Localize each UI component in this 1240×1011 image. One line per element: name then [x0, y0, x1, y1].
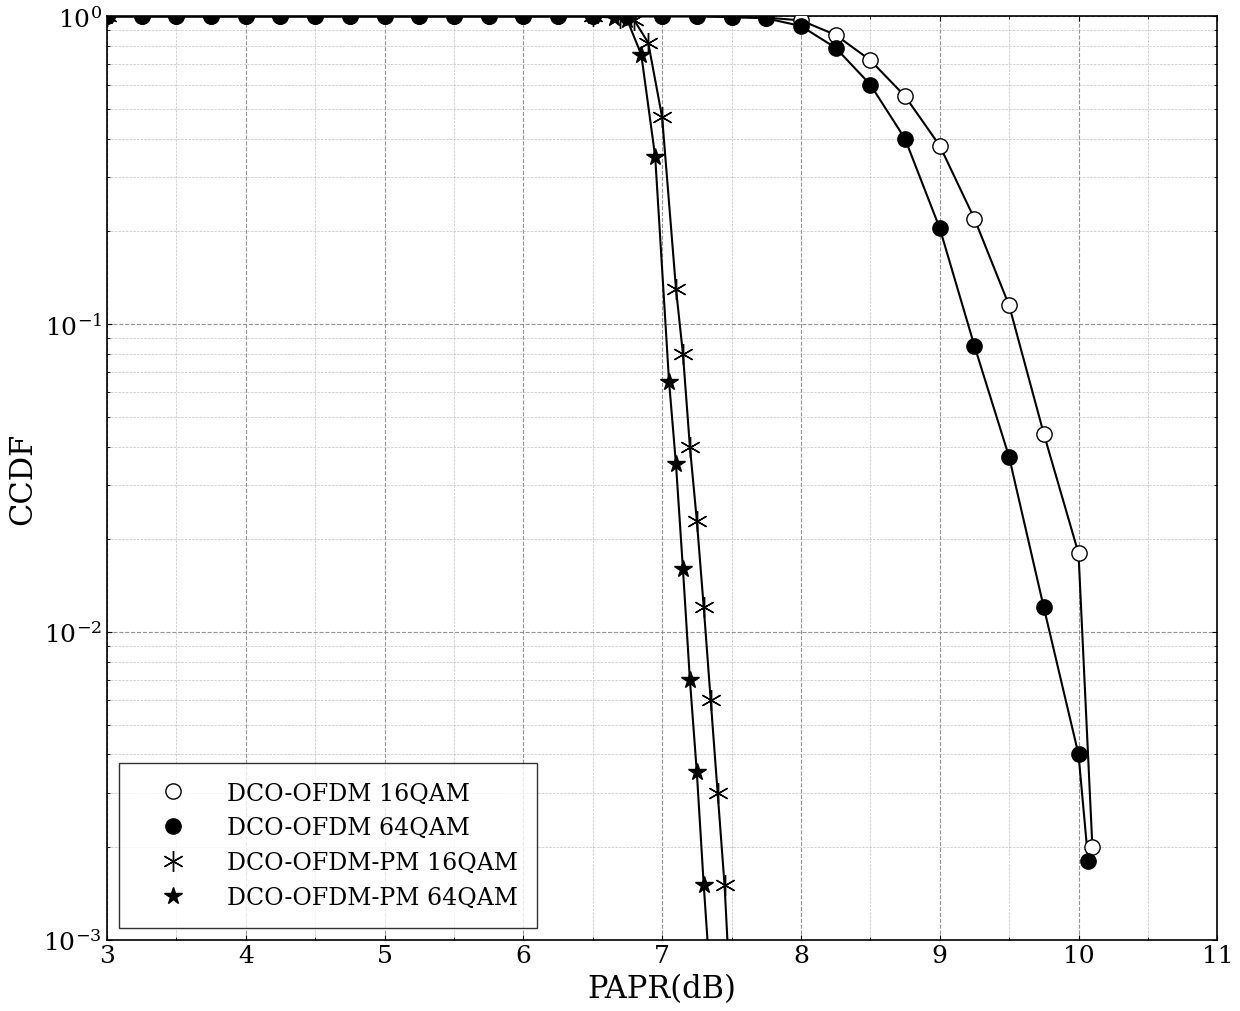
DCO-OFDM 64QAM	[273, 11, 288, 23]
DCO-OFDM 64QAM	[342, 11, 357, 23]
DCO-OFDM 64QAM	[99, 11, 114, 23]
DCO-OFDM 64QAM	[620, 11, 635, 23]
DCO-OFDM 16QAM	[585, 11, 600, 23]
Legend: DCO-OFDM 16QAM, DCO-OFDM 64QAM, DCO-OFDM-PM 16QAM, DCO-OFDM-PM 64QAM: DCO-OFDM 16QAM, DCO-OFDM 64QAM, DCO-OFDM…	[119, 763, 537, 928]
DCO-OFDM 64QAM	[516, 11, 531, 23]
DCO-OFDM-PM 16QAM	[613, 12, 627, 24]
DCO-OFDM-PM 16QAM	[697, 602, 712, 614]
DCO-OFDM 16QAM	[655, 11, 670, 23]
DCO-OFDM-PM 64QAM	[689, 766, 704, 778]
Y-axis label: CCDF: CCDF	[7, 433, 38, 525]
DCO-OFDM-PM 16QAM	[585, 11, 600, 23]
DCO-OFDM-PM 64QAM	[662, 376, 677, 388]
DCO-OFDM 16QAM	[377, 11, 392, 23]
DCO-OFDM 64QAM	[134, 11, 149, 23]
DCO-OFDM-PM 16QAM	[668, 284, 683, 296]
DCO-OFDM 16QAM	[516, 11, 531, 23]
DCO-OFDM 16QAM	[1002, 300, 1017, 312]
DCO-OFDM 16QAM	[551, 11, 565, 23]
DCO-OFDM 16QAM	[932, 141, 947, 153]
DCO-OFDM 64QAM	[689, 11, 704, 23]
DCO-OFDM 16QAM	[828, 29, 843, 41]
DCO-OFDM-PM 16QAM	[676, 349, 691, 361]
DCO-OFDM 16QAM	[169, 11, 184, 23]
DCO-OFDM-PM 16QAM	[703, 695, 718, 707]
DCO-OFDM-PM 16QAM	[682, 441, 697, 453]
DCO-OFDM-PM 64QAM	[676, 563, 691, 575]
DCO-OFDM 64QAM	[412, 11, 427, 23]
DCO-OFDM 64QAM	[828, 42, 843, 55]
DCO-OFDM 16QAM	[1085, 841, 1100, 853]
DCO-OFDM-PM 16QAM	[655, 112, 670, 124]
DCO-OFDM-PM 64QAM	[634, 50, 649, 62]
DCO-OFDM 16QAM	[1071, 548, 1086, 560]
DCO-OFDM-PM 64QAM	[620, 15, 635, 27]
DCO-OFDM 64QAM	[655, 11, 670, 23]
DCO-OFDM-PM 64QAM	[697, 880, 712, 892]
DCO-OFDM 16QAM	[898, 91, 913, 103]
DCO-OFDM-PM 64QAM	[585, 11, 600, 23]
DCO-OFDM 64QAM	[898, 133, 913, 146]
DCO-OFDM-PM 64QAM	[606, 12, 621, 24]
DCO-OFDM 16QAM	[99, 11, 114, 23]
DCO-OFDM 64QAM	[759, 13, 774, 25]
DCO-OFDM 16QAM	[134, 11, 149, 23]
DCO-OFDM 16QAM	[759, 12, 774, 24]
DCO-OFDM-PM 64QAM	[647, 152, 662, 164]
DCO-OFDM 16QAM	[273, 11, 288, 23]
DCO-OFDM-PM 16QAM	[627, 15, 642, 27]
DCO-OFDM 16QAM	[967, 213, 982, 225]
DCO-OFDM 64QAM	[1071, 748, 1086, 760]
DCO-OFDM 16QAM	[412, 11, 427, 23]
Line: DCO-OFDM-PM 16QAM: DCO-OFDM-PM 16QAM	[97, 7, 756, 1011]
DCO-OFDM 64QAM	[551, 11, 565, 23]
DCO-OFDM 64QAM	[203, 11, 218, 23]
DCO-OFDM 16QAM	[238, 11, 253, 23]
DCO-OFDM 64QAM	[1037, 602, 1052, 614]
DCO-OFDM 64QAM	[932, 222, 947, 235]
DCO-OFDM 16QAM	[342, 11, 357, 23]
DCO-OFDM-PM 64QAM	[668, 459, 683, 471]
DCO-OFDM 16QAM	[481, 11, 496, 23]
DCO-OFDM 64QAM	[377, 11, 392, 23]
DCO-OFDM 16QAM	[446, 11, 461, 23]
DCO-OFDM 16QAM	[794, 15, 808, 27]
DCO-OFDM-PM 16QAM	[717, 880, 732, 892]
DCO-OFDM 64QAM	[1081, 855, 1096, 867]
DCO-OFDM 16QAM	[689, 11, 704, 23]
DCO-OFDM-PM 64QAM	[682, 673, 697, 685]
DCO-OFDM 64QAM	[169, 11, 184, 23]
DCO-OFDM-PM 16QAM	[641, 37, 656, 50]
DCO-OFDM-PM 64QAM	[703, 982, 718, 994]
DCO-OFDM 16QAM	[863, 55, 878, 67]
DCO-OFDM 64QAM	[724, 12, 739, 24]
DCO-OFDM-PM 16QAM	[711, 787, 725, 799]
DCO-OFDM 16QAM	[203, 11, 218, 23]
Line: DCO-OFDM-PM 64QAM: DCO-OFDM-PM 64QAM	[98, 8, 740, 1011]
DCO-OFDM 64QAM	[794, 21, 808, 33]
DCO-OFDM 64QAM	[863, 80, 878, 92]
DCO-OFDM 64QAM	[446, 11, 461, 23]
DCO-OFDM-PM 16QAM	[99, 11, 114, 23]
DCO-OFDM 16QAM	[1037, 429, 1052, 441]
DCO-OFDM 16QAM	[620, 11, 635, 23]
DCO-OFDM 64QAM	[308, 11, 322, 23]
DCO-OFDM 16QAM	[724, 12, 739, 24]
DCO-OFDM 64QAM	[1002, 452, 1017, 464]
X-axis label: PAPR(dB): PAPR(dB)	[588, 974, 737, 1004]
Line: DCO-OFDM 64QAM: DCO-OFDM 64QAM	[99, 10, 1096, 868]
DCO-OFDM 64QAM	[481, 11, 496, 23]
DCO-OFDM-PM 16QAM	[689, 515, 704, 527]
DCO-OFDM 64QAM	[585, 11, 600, 23]
Line: DCO-OFDM 16QAM: DCO-OFDM 16QAM	[99, 10, 1100, 854]
DCO-OFDM 64QAM	[967, 341, 982, 353]
DCO-OFDM 16QAM	[308, 11, 322, 23]
DCO-OFDM 64QAM	[238, 11, 253, 23]
DCO-OFDM-PM 64QAM	[99, 11, 114, 23]
